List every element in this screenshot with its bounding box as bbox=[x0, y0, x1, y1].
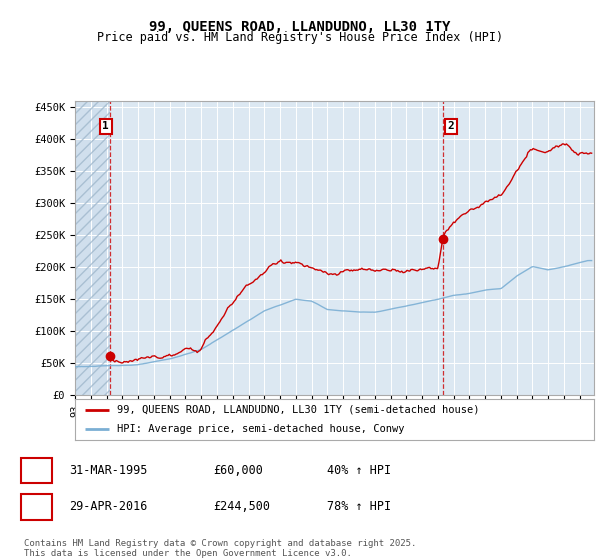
Text: 31-MAR-1995: 31-MAR-1995 bbox=[69, 464, 148, 477]
Text: Contains HM Land Registry data © Crown copyright and database right 2025.
This d: Contains HM Land Registry data © Crown c… bbox=[24, 539, 416, 558]
Text: 2: 2 bbox=[448, 122, 454, 132]
Text: 40% ↑ HPI: 40% ↑ HPI bbox=[327, 464, 391, 477]
Bar bbox=[75, 101, 110, 395]
Bar bbox=[75, 101, 110, 395]
Text: 99, QUEENS ROAD, LLANDUDNO, LL30 1TY (semi-detached house): 99, QUEENS ROAD, LLANDUDNO, LL30 1TY (se… bbox=[116, 405, 479, 415]
Text: 1: 1 bbox=[33, 464, 40, 477]
Text: £60,000: £60,000 bbox=[213, 464, 263, 477]
Text: 2: 2 bbox=[33, 500, 40, 514]
Text: 1: 1 bbox=[103, 122, 109, 132]
Text: HPI: Average price, semi-detached house, Conwy: HPI: Average price, semi-detached house,… bbox=[116, 424, 404, 434]
Text: 99, QUEENS ROAD, LLANDUDNO, LL30 1TY: 99, QUEENS ROAD, LLANDUDNO, LL30 1TY bbox=[149, 20, 451, 34]
Text: £244,500: £244,500 bbox=[213, 500, 270, 514]
Text: 29-APR-2016: 29-APR-2016 bbox=[69, 500, 148, 514]
Text: 78% ↑ HPI: 78% ↑ HPI bbox=[327, 500, 391, 514]
Text: Price paid vs. HM Land Registry's House Price Index (HPI): Price paid vs. HM Land Registry's House … bbox=[97, 31, 503, 44]
